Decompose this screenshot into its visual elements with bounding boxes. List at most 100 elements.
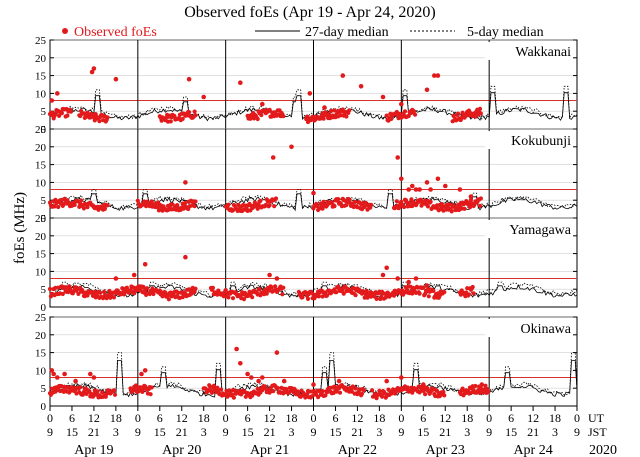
- observed-point: [267, 203, 272, 208]
- observed-point: [187, 110, 192, 115]
- observed-point: [424, 87, 430, 93]
- observed-point: [243, 394, 248, 399]
- observed-point: [91, 66, 97, 71]
- y-tick-label: 10: [35, 365, 47, 377]
- chart-title: Observed foEs (Apr 19 - Apr 24, 2020): [184, 4, 436, 21]
- observed-point: [105, 203, 110, 208]
- station-label-bg: [485, 42, 573, 60]
- y-tick-label: 20: [35, 142, 47, 154]
- observed-point: [281, 285, 286, 290]
- jst-tick-label: 3: [289, 425, 295, 439]
- observed-point: [402, 109, 408, 114]
- observed-point: [144, 286, 150, 291]
- observed-point: [412, 109, 417, 114]
- jst-tick-label: 9: [223, 425, 229, 439]
- station-label-bg: [485, 319, 573, 337]
- jst-tick-label: 9: [486, 425, 492, 439]
- station-name: Yamagawa: [509, 223, 571, 238]
- ut-tick-label: 18: [461, 411, 473, 425]
- observed-point: [332, 204, 337, 209]
- observed-point: [370, 388, 375, 393]
- observed-point: [323, 393, 328, 398]
- observed-point: [260, 101, 265, 107]
- day-label: Apr 23: [426, 443, 465, 457]
- observed-point: [451, 113, 456, 118]
- observed-point: [425, 204, 430, 209]
- observed-point: [183, 200, 188, 205]
- ut-tick-label: 12: [264, 411, 276, 425]
- observed-point: [264, 291, 269, 296]
- observed-point: [259, 112, 264, 118]
- station-name: Kokubunji: [511, 134, 571, 149]
- y-tick-label: 10: [35, 266, 47, 278]
- observed-point: [270, 155, 276, 160]
- ut-tick-label: 0: [486, 411, 492, 425]
- observed-point: [423, 392, 428, 397]
- legend-27day-label: 27-day median: [305, 25, 389, 40]
- observed-point: [289, 144, 294, 150]
- observed-point: [98, 290, 103, 295]
- observed-point: [149, 385, 154, 390]
- observed-point: [47, 286, 53, 292]
- observed-point: [183, 254, 188, 260]
- observed-points: [47, 254, 476, 302]
- jst-tick-label: 15: [242, 425, 254, 439]
- observed-point: [347, 197, 352, 202]
- observed-point: [457, 187, 463, 192]
- observed-point: [226, 295, 231, 300]
- observed-point: [384, 378, 390, 384]
- observed-point: [442, 393, 447, 398]
- observed-point: [322, 105, 327, 110]
- observed-point: [142, 262, 148, 267]
- observed-point: [230, 296, 236, 301]
- station-label-bg: [485, 131, 573, 149]
- observed-point: [280, 292, 285, 297]
- y-tick-label: 5: [41, 284, 47, 296]
- observed-point: [336, 378, 342, 384]
- ut-tick-label: 6: [245, 411, 251, 425]
- jst-tick-label: 15: [154, 425, 166, 439]
- legend-observed-marker: [62, 28, 68, 34]
- observed-point: [406, 187, 412, 192]
- jst-tick-label: 21: [264, 425, 276, 439]
- observed-point: [111, 388, 117, 393]
- jst-tick-label: 9: [311, 425, 317, 439]
- observed-point: [274, 350, 280, 355]
- observed-point: [358, 84, 364, 89]
- ut-tick-label: 18: [110, 411, 122, 425]
- jst-tick-label: 21: [439, 425, 451, 439]
- observed-point: [139, 371, 144, 377]
- observed-point: [380, 272, 386, 278]
- observed-point: [100, 390, 105, 395]
- jst-tick-label: 3: [201, 425, 207, 439]
- observed-point: [374, 296, 379, 301]
- observed-point: [226, 202, 231, 207]
- ut-tick-label: 0: [223, 411, 229, 425]
- y-tick-label: 10: [35, 88, 47, 100]
- observed-point: [380, 394, 385, 399]
- ut-row-label: UT: [588, 411, 605, 425]
- ut-tick-label: 12: [439, 411, 451, 425]
- observed-point: [231, 395, 236, 400]
- observed-point: [442, 290, 447, 295]
- y-tick-label: 0: [41, 401, 47, 413]
- ut-tick-label: 6: [508, 411, 514, 425]
- y-tick-label: 5: [41, 106, 47, 118]
- observed-point: [402, 204, 407, 210]
- jst-tick-label: 3: [376, 425, 382, 439]
- observed-point: [426, 294, 431, 299]
- observed-point: [55, 91, 60, 96]
- y-tick-label: 5: [41, 195, 47, 207]
- observed-point: [85, 205, 90, 210]
- observed-point: [369, 202, 374, 207]
- observed-point: [340, 107, 345, 112]
- observed-point: [111, 295, 117, 300]
- y-tick-label: 25: [35, 35, 47, 47]
- jst-tick-label: 9: [574, 425, 580, 439]
- y-tick-label: 25: [35, 213, 47, 225]
- ut-tick-label: 0: [311, 411, 317, 425]
- observed-point: [456, 111, 461, 116]
- panel-yamagawa: 0 5 10 15 20 25 Yamagawa: [35, 213, 578, 314]
- observed-point: [250, 393, 255, 398]
- observed-point: [395, 276, 401, 281]
